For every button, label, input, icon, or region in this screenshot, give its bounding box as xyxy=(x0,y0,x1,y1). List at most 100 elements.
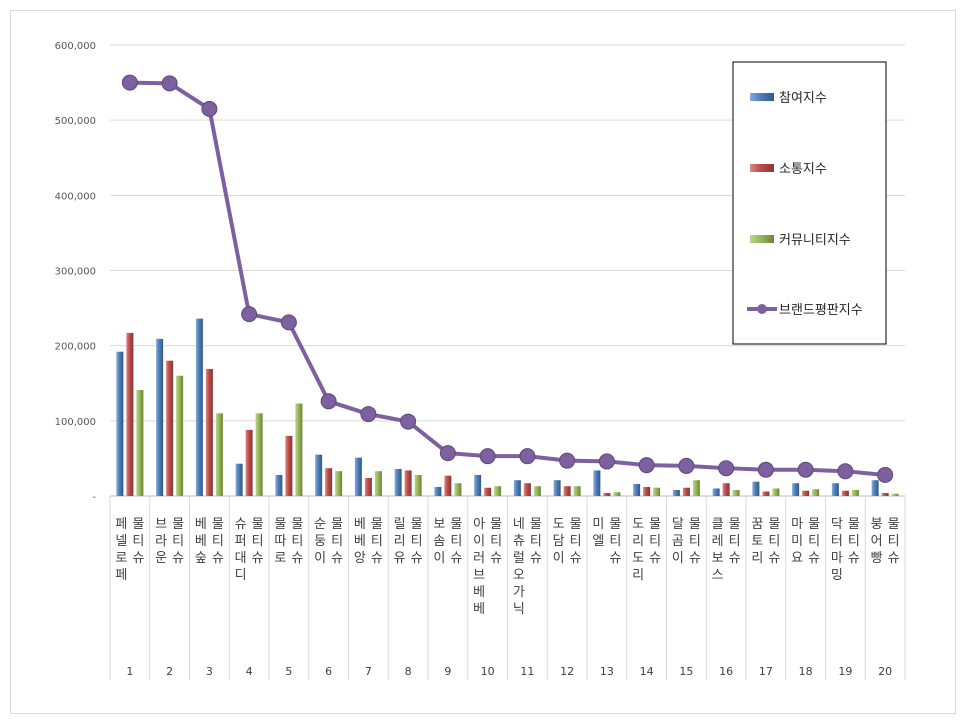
bar-소통지수 xyxy=(245,429,253,496)
point-브랜드평판지수 xyxy=(678,457,695,474)
point-브랜드평판지수 xyxy=(718,460,735,477)
point-브랜드평판지수 xyxy=(877,466,894,483)
y-tick-label: 200,000 xyxy=(55,342,96,353)
point-브랜드평판지수 xyxy=(519,448,536,465)
legend-label: 참여지수 xyxy=(779,91,827,106)
y-tick-label: 100,000 xyxy=(55,417,96,428)
bar-소통지수 xyxy=(563,486,571,496)
legend-label: 브랜드평판지수 xyxy=(779,303,863,318)
bar-참여지수 xyxy=(156,338,164,496)
bar-소통지수 xyxy=(404,470,412,496)
y-tick-label: 300,000 xyxy=(55,267,96,278)
point-브랜드평판지수 xyxy=(598,453,615,470)
point-브랜드평판지수 xyxy=(241,306,258,323)
bar-커뮤니티지수 xyxy=(653,487,661,496)
bar-커뮤니티지수 xyxy=(692,480,700,496)
bar-참여지수 xyxy=(513,480,521,496)
bar-참여지수 xyxy=(752,481,760,496)
point-브랜드평판지수 xyxy=(201,100,218,117)
legend-swatch-참여지수 xyxy=(750,93,774,101)
bar-커뮤니티지수 xyxy=(454,483,462,496)
bar-소통지수 xyxy=(285,435,293,496)
bar-커뮤니티지수 xyxy=(812,489,820,496)
bar-참여지수 xyxy=(195,318,203,496)
bar-참여지수 xyxy=(394,468,402,496)
y-tick-label: 500,000 xyxy=(55,116,96,127)
bar-참여지수 xyxy=(474,474,482,496)
legend-swatch-소통지수 xyxy=(750,164,774,172)
point-브랜드평판지수 xyxy=(360,406,377,423)
bar-소통지수 xyxy=(762,491,770,496)
point-브랜드평판지수 xyxy=(559,452,576,469)
bar-소통지수 xyxy=(603,492,611,496)
rank-label: 20 xyxy=(878,665,892,678)
rank-label: 16 xyxy=(719,665,733,678)
rank-label: 14 xyxy=(640,665,654,678)
rank-label: 2 xyxy=(166,665,173,678)
bar-커뮤니티지수 xyxy=(851,489,859,496)
point-브랜드평판지수 xyxy=(400,413,417,430)
bar-참여지수 xyxy=(593,470,601,496)
rank-label: 9 xyxy=(444,665,451,678)
bar-소통지수 xyxy=(364,477,372,496)
point-브랜드평판지수 xyxy=(439,445,456,462)
bar-소통지수 xyxy=(523,483,531,496)
rank-label: 12 xyxy=(560,665,574,678)
bar-소통지수 xyxy=(325,468,333,496)
rank-label: 8 xyxy=(405,665,412,678)
bar-참여지수 xyxy=(672,489,680,496)
rank-label: 11 xyxy=(520,665,534,678)
legend-box xyxy=(732,61,887,345)
bar-커뮤니티지수 xyxy=(494,486,502,496)
bar-커뮤니티지수 xyxy=(613,492,621,496)
y-tick-label: 400,000 xyxy=(55,191,96,202)
bar-커뮤니티지수 xyxy=(176,375,184,496)
rank-label: 4 xyxy=(246,665,253,678)
point-브랜드평판지수 xyxy=(797,461,814,478)
point-브랜드평판지수 xyxy=(837,463,854,480)
bar-참여지수 xyxy=(871,480,879,496)
bar-커뮤니티지수 xyxy=(533,486,541,496)
rank-label: 19 xyxy=(838,665,852,678)
bar-커뮤니티지수 xyxy=(136,390,144,496)
rank-label: 10 xyxy=(481,665,495,678)
y-tick-label: - xyxy=(92,492,96,503)
point-브랜드평판지수 xyxy=(161,75,178,92)
bar-소통지수 xyxy=(166,360,174,496)
bar-참여지수 xyxy=(116,351,124,496)
rank-label: 13 xyxy=(600,665,614,678)
bar-참여지수 xyxy=(553,480,561,496)
bar-소통지수 xyxy=(841,490,849,496)
rank-label: 3 xyxy=(206,665,213,678)
point-브랜드평판지수 xyxy=(280,314,297,331)
rank-label: 15 xyxy=(679,665,693,678)
bar-커뮤니티지수 xyxy=(295,403,303,496)
